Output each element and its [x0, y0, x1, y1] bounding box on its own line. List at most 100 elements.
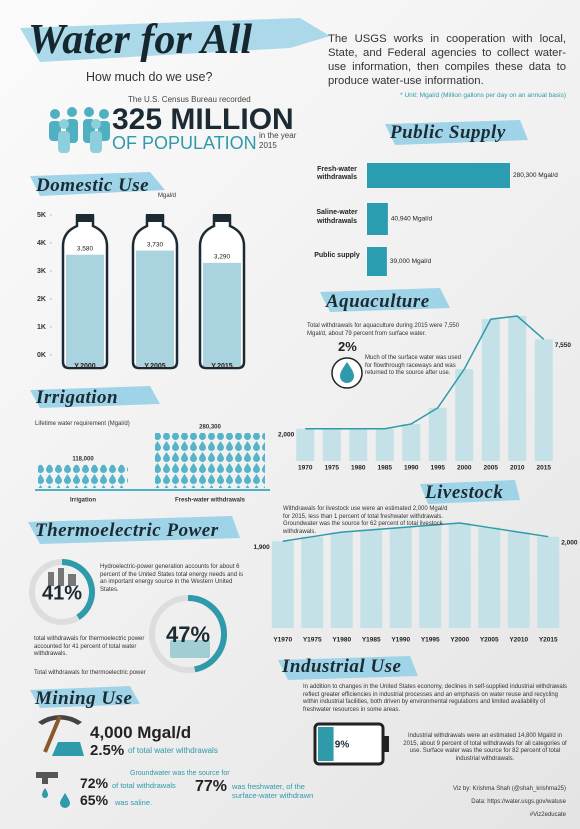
- bottle-cap: [213, 214, 231, 222]
- x-tick-label: Y1970: [273, 637, 292, 644]
- thermo-text3: Total withdrawals for thermoelectric pow…: [34, 670, 146, 676]
- battery-label: 9%: [335, 740, 350, 751]
- value-label: 3,290: [214, 254, 231, 261]
- section-title: Industrial Use: [282, 656, 402, 677]
- section-title: Public Supply: [390, 122, 506, 143]
- section-title: Mining Use: [35, 688, 133, 709]
- battery-fill: [318, 727, 334, 761]
- x-tick-label: Y1995: [421, 637, 440, 644]
- credit: Data: https://water.usgs.gov/watuse: [471, 799, 566, 805]
- ground-tail: of total withdrawals: [112, 781, 176, 790]
- category-label: Fresh-water withdrawals: [175, 498, 246, 504]
- value-label: 3,730: [147, 241, 164, 248]
- thermo-text2: total withdrawals for thermoelectric pow…: [34, 636, 145, 657]
- bar: [455, 369, 474, 461]
- bar: [322, 428, 341, 461]
- y-tick-label: 4K: [37, 240, 46, 247]
- bar: [367, 203, 388, 235]
- category-label: Y.2000: [74, 363, 96, 370]
- irrigation-subtitle: Lifetime water requirement (Mgal/d): [35, 421, 130, 427]
- bar: [481, 319, 500, 461]
- section-title: Domestic Use: [36, 175, 150, 196]
- title: Water for All: [28, 17, 253, 63]
- x-tick-label: 1980: [351, 465, 366, 472]
- x-tick-label: Y2005: [480, 637, 499, 644]
- x-tick-label: Y2000: [450, 637, 469, 644]
- industrial-text2: Industrial withdrawals were an estimated…: [403, 733, 567, 762]
- value-label: 39,000 Mgal/d: [390, 258, 432, 265]
- ground-text: Groundwater was the source for: [130, 770, 230, 777]
- bar: [330, 532, 353, 628]
- value-label: 40,940 Mgal/d: [391, 216, 433, 223]
- category-label: Fresh-water withdrawals: [316, 165, 358, 182]
- bar: [367, 247, 387, 276]
- y-tick-label: 5K: [37, 212, 46, 219]
- bar: [428, 407, 447, 461]
- bar: [419, 525, 442, 628]
- bar: [349, 428, 368, 461]
- section-title: Livestock: [425, 482, 504, 503]
- donut-label: 41%: [42, 582, 82, 604]
- credit: #Viz2educate: [529, 812, 566, 818]
- bar: [301, 536, 324, 628]
- mining-share: 2.5%: [90, 742, 125, 759]
- category-label: Y.2015: [211, 363, 233, 370]
- population-unit: OF POPULATION: [112, 133, 257, 153]
- category-label: Public supply: [314, 251, 360, 259]
- bar: [271, 541, 294, 628]
- y-tick-label: 0K: [37, 352, 46, 359]
- bar: [448, 523, 471, 628]
- category-label: Y.2005: [144, 363, 166, 370]
- x-tick-label: 2000: [457, 465, 472, 472]
- x-tick-label: Y1975: [303, 637, 322, 644]
- x-tick-label: Y2010: [509, 637, 528, 644]
- section-title: Irrigation: [36, 387, 119, 408]
- saline-pct: 65%: [80, 792, 109, 808]
- value-label: 7,550: [555, 342, 572, 349]
- value-label: 280,300 Mgal/d: [513, 172, 558, 179]
- thermo-text: Hydroelectric-power generation accounts …: [100, 564, 244, 593]
- bar: [534, 339, 553, 461]
- x-tick-label: Y1990: [391, 637, 410, 644]
- bar: [537, 536, 560, 628]
- ground-pct: 72%: [80, 775, 109, 791]
- bottle-fill: [66, 254, 104, 366]
- x-tick-label: Y2015: [539, 637, 558, 644]
- value-label: 118,000: [72, 456, 94, 462]
- intro: The USGS works in cooperation with local…: [328, 33, 566, 88]
- bottle-cap: [146, 214, 164, 222]
- category-label: Saline-water withdrawals: [316, 209, 358, 225]
- donut-label: 47%: [166, 622, 210, 647]
- x-tick-label: Y1980: [332, 637, 351, 644]
- mining-amount: 4,000 Mgal/d: [90, 723, 192, 742]
- y-tick-label: 2K: [37, 296, 46, 303]
- fresh-text: was freshwater, of the surface-water wit…: [232, 782, 314, 801]
- value-label: 3,580: [77, 245, 94, 252]
- x-tick-label: 2010: [510, 465, 525, 472]
- x-tick-label: 1995: [431, 465, 446, 472]
- bar: [402, 423, 421, 461]
- trend-line: [305, 315, 545, 430]
- credit: Viz by: Krishma Shah (@shah_krishma25): [452, 786, 566, 792]
- aquaculture-pct-text: Much of the surface water was used for f…: [365, 355, 462, 376]
- population-number: 325 MILLION: [112, 103, 294, 136]
- fresh-pct: 77%: [195, 778, 228, 795]
- x-tick-label: 1985: [378, 465, 393, 472]
- donut-arc: [61, 559, 95, 620]
- bar: [367, 163, 510, 188]
- saline-text: was saline.: [115, 798, 153, 807]
- aquaculture-pct: 2%: [338, 339, 357, 354]
- trend-line: [282, 522, 549, 543]
- bar: [360, 529, 383, 628]
- section-title: Aquaculture: [326, 291, 430, 312]
- population-lead: The U.S. Census Bureau recorded: [128, 95, 251, 104]
- subtitle: How much do we use?: [86, 70, 213, 84]
- y-tick-label: 3K: [37, 268, 46, 275]
- industrial-text: In addition to changes in the United Sta…: [303, 684, 568, 713]
- bar: [507, 532, 530, 628]
- bar: [389, 527, 412, 628]
- value-label: 280,300: [199, 425, 221, 431]
- value-label: 2,000: [561, 539, 578, 546]
